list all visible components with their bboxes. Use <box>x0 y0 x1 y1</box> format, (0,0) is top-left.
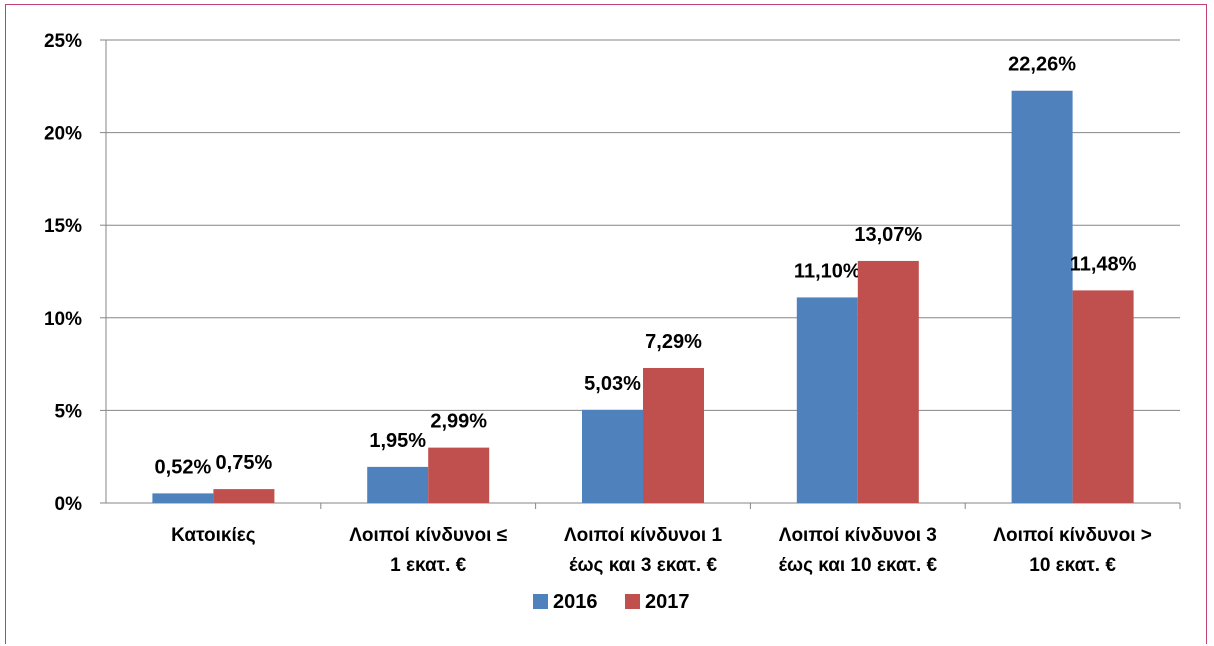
bar-2017 <box>213 489 275 503</box>
data-label: 1,95% <box>369 430 426 452</box>
bar-2017 <box>1072 290 1134 503</box>
y-tick-label: 0% <box>55 494 83 515</box>
y-tick-label: 10% <box>44 309 82 330</box>
x-tick-label: 1 εκατ. € <box>390 555 467 576</box>
bar-2016 <box>796 297 858 503</box>
x-tick-label: έως και 10 εκατ. € <box>778 555 937 576</box>
x-tick-label: έως και 3 εκατ. € <box>569 555 718 576</box>
x-tick-label: Λοιποί κίνδυνοι 1 <box>564 525 722 546</box>
chart-frame <box>5 4 1207 644</box>
data-label: 22,26% <box>1008 54 1076 76</box>
bar-2016 <box>367 466 429 503</box>
x-tick-label: Λοιποί κίνδυνοι 3 <box>779 525 937 546</box>
bar-2016 <box>1011 90 1073 503</box>
legend-label: 2016 <box>553 591 598 613</box>
y-tick-label: 15% <box>44 216 82 237</box>
legend-swatch <box>533 594 548 609</box>
data-label: 7,29% <box>645 331 702 353</box>
data-label: 0,75% <box>216 452 273 474</box>
legend-label: 2017 <box>645 591 690 613</box>
data-label: 0,52% <box>155 456 212 478</box>
bar-2016 <box>152 493 214 503</box>
data-label: 5,03% <box>584 373 641 395</box>
bar-2016 <box>582 409 643 503</box>
data-label: 2,99% <box>430 411 487 433</box>
y-tick-label: 25% <box>44 31 82 52</box>
bar-2017 <box>428 447 490 503</box>
x-tick-label: Λοιποί κίνδυνοι ≤ <box>349 525 507 546</box>
data-label: 13,07% <box>854 224 922 246</box>
bar-2017 <box>857 260 919 503</box>
y-tick-label: 5% <box>55 401 83 422</box>
x-tick-label: Κατοικίες <box>171 525 256 546</box>
x-tick-label: Λοιποί κίνδυνοι > <box>993 525 1152 546</box>
data-label: 11,10% <box>794 260 861 282</box>
data-label: 11,48% <box>1070 253 1137 275</box>
x-tick-label: 10 εκατ. € <box>1029 555 1116 576</box>
legend-swatch <box>625 594 640 609</box>
y-tick-label: 20% <box>44 124 82 145</box>
bar-2017 <box>643 367 704 503</box>
